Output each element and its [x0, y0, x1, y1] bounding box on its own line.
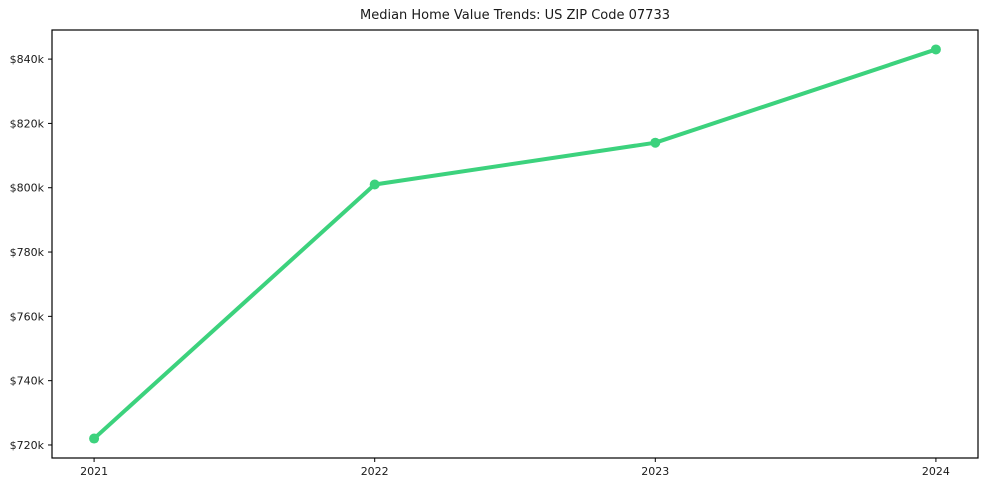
- y-tick-label: $780k: [10, 246, 45, 259]
- y-tick-label: $800k: [10, 182, 45, 195]
- data-point: [930, 44, 941, 55]
- y-tick-label: $720k: [10, 439, 45, 452]
- x-tick-label: 2024: [922, 465, 950, 478]
- x-tick-label: 2023: [641, 465, 669, 478]
- chart-title: Median Home Value Trends: US ZIP Code 07…: [359, 8, 670, 23]
- y-tick-label: $840k: [10, 53, 45, 66]
- data-point: [89, 433, 100, 444]
- x-tick-label: 2021: [80, 465, 108, 478]
- data-point: [650, 137, 661, 148]
- y-tick-label: $820k: [10, 117, 45, 130]
- plot-frame: [51, 29, 979, 459]
- trend-line: [92, 47, 938, 441]
- data-point: [369, 179, 380, 190]
- y-tick-label: $740k: [10, 375, 45, 388]
- y-tick-label: $760k: [10, 310, 45, 323]
- x-tick-label: 2022: [361, 465, 389, 478]
